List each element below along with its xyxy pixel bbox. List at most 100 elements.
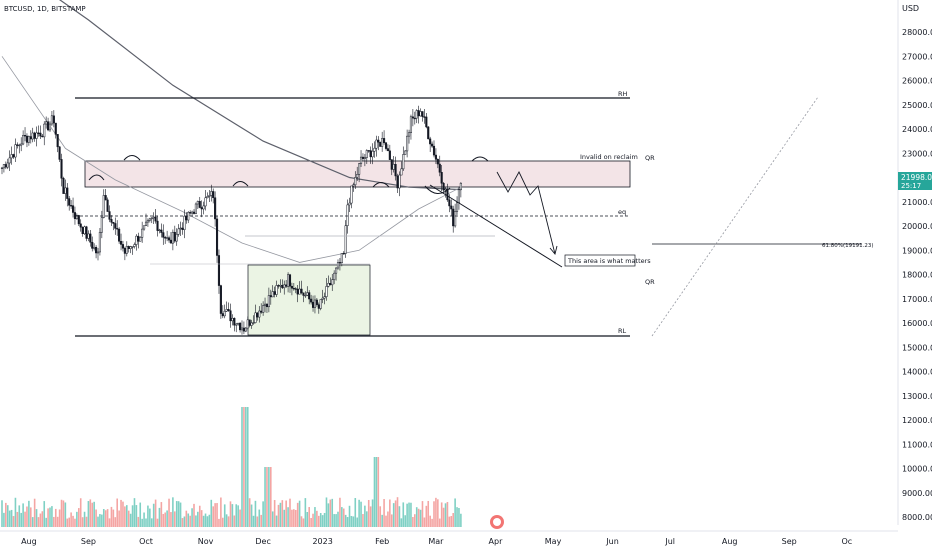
volume-bar <box>308 507 310 527</box>
candle-body <box>39 132 42 137</box>
volume-bar <box>127 510 130 527</box>
projection-dotted-line <box>651 96 819 337</box>
time-tick: Aug <box>722 537 738 546</box>
candle-body <box>217 255 221 286</box>
candle-body <box>438 163 441 173</box>
volume-bar <box>81 517 84 527</box>
volume-bar <box>181 518 184 527</box>
volume-bar <box>99 514 101 527</box>
volume-bar <box>120 499 122 527</box>
candle-body <box>442 182 445 191</box>
volume-bar <box>152 503 155 527</box>
volume-bar <box>318 515 320 527</box>
time-tick: Jun <box>605 537 619 546</box>
volume-bar <box>446 501 449 527</box>
candle-body <box>356 174 359 178</box>
candle-body <box>294 288 297 290</box>
volume-bar <box>450 516 453 527</box>
candle-body <box>432 145 436 156</box>
volume-bar <box>325 497 328 527</box>
eq-label: eq <box>618 208 626 216</box>
candle-body <box>269 295 272 298</box>
candle-body <box>183 215 186 230</box>
volume-bar <box>20 512 22 527</box>
candle-body <box>277 285 280 287</box>
callout-text: This area is what matters <box>567 257 651 265</box>
volume-bar <box>118 510 120 527</box>
volume-bar <box>197 511 199 527</box>
volume-bar <box>154 499 157 527</box>
volume-bar <box>235 504 238 527</box>
candle-body <box>271 291 274 298</box>
price-tick: 9000.00 <box>902 489 932 498</box>
candle-body <box>375 139 378 149</box>
candle-body <box>91 241 94 249</box>
time-tick: Oc <box>841 537 852 546</box>
volume-bar <box>45 517 47 527</box>
volume-bar <box>139 502 142 527</box>
candle-body <box>12 154 15 158</box>
volume-bar <box>310 517 312 527</box>
volume-bar <box>101 514 103 527</box>
candle-body <box>10 154 13 159</box>
volume-bar <box>248 498 251 527</box>
volume-bar <box>362 514 364 527</box>
candle-body <box>123 247 126 254</box>
time-tick: Sep <box>782 537 797 546</box>
volume-bar <box>271 511 274 527</box>
volume-bar <box>369 506 372 527</box>
volume-bar <box>85 516 88 527</box>
volume-bar <box>41 511 44 527</box>
candle-body <box>386 148 389 152</box>
price-tick: 12000.00 <box>902 416 932 425</box>
candle-body <box>434 154 437 160</box>
volume-bar <box>187 513 190 527</box>
volume-bar <box>283 509 286 527</box>
volume-bar <box>60 499 63 527</box>
volume-bar <box>366 511 368 527</box>
volume-bar <box>268 467 270 527</box>
time-tick: Sep <box>81 537 96 546</box>
candle-body <box>317 304 320 309</box>
volume-bar <box>331 498 334 527</box>
candle-body <box>6 162 9 168</box>
candle-body <box>396 175 399 189</box>
candle-body <box>373 147 376 152</box>
volume-bar <box>49 507 51 527</box>
candle-body <box>431 143 434 147</box>
current-price-tag <box>898 172 932 190</box>
candle-body <box>285 284 288 287</box>
candle-body <box>231 317 234 322</box>
candle-body <box>173 231 176 242</box>
volume-bar <box>250 504 253 527</box>
volume-bar <box>233 515 236 527</box>
volume-bar <box>191 508 193 527</box>
volume-bar <box>78 508 80 527</box>
volume-bar <box>262 501 264 527</box>
candle-body <box>87 233 90 239</box>
candle-body <box>223 310 226 317</box>
candle-body <box>333 272 336 281</box>
pivot-arc-3 <box>232 181 249 187</box>
trend-line <box>429 184 563 268</box>
volume-bar <box>319 513 322 527</box>
time-tick: Dec <box>255 537 270 546</box>
candle-body <box>287 274 290 287</box>
volume-bar <box>304 498 307 527</box>
volume-bar <box>175 501 178 527</box>
price-tick: 8000.00 <box>902 513 932 522</box>
volume-bar <box>62 500 65 527</box>
volume-bar <box>429 515 431 527</box>
volume-bar <box>114 517 117 527</box>
volume-bar <box>6 505 9 527</box>
candle-body <box>133 244 136 247</box>
volume-bar <box>356 517 358 527</box>
candle-body <box>100 217 103 233</box>
volume-bar <box>24 511 26 527</box>
time-tick: Jul <box>664 537 675 546</box>
volume-bar <box>179 502 182 527</box>
volume-bar <box>398 506 401 527</box>
volume-bar <box>22 503 24 527</box>
volume-bar <box>258 509 261 527</box>
